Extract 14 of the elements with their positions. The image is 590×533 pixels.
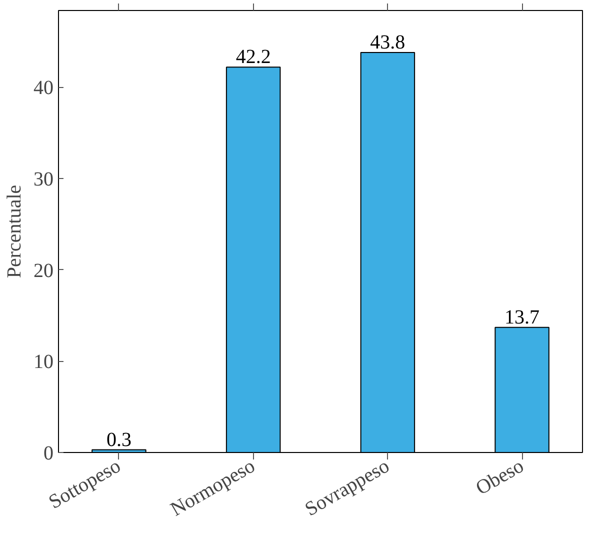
- y-axis-title: Percentuale: [4, 184, 26, 278]
- y-tick-label: 10: [34, 351, 54, 374]
- bar: [226, 66, 281, 452]
- y-tick-label: 20: [34, 260, 54, 282]
- data-label: 42.2: [236, 46, 271, 68]
- bar: [360, 52, 416, 452]
- data-label: 0.3: [106, 428, 132, 451]
- x-tick-label: Obeso: [472, 454, 528, 500]
- y-tick-label: 30: [34, 168, 54, 191]
- bar: [494, 326, 550, 452]
- y-tick-label: 40: [34, 77, 54, 100]
- y-tick-label: 0: [44, 442, 54, 464]
- data-label: 13.7: [504, 306, 540, 328]
- data-label: 43.8: [370, 32, 406, 54]
